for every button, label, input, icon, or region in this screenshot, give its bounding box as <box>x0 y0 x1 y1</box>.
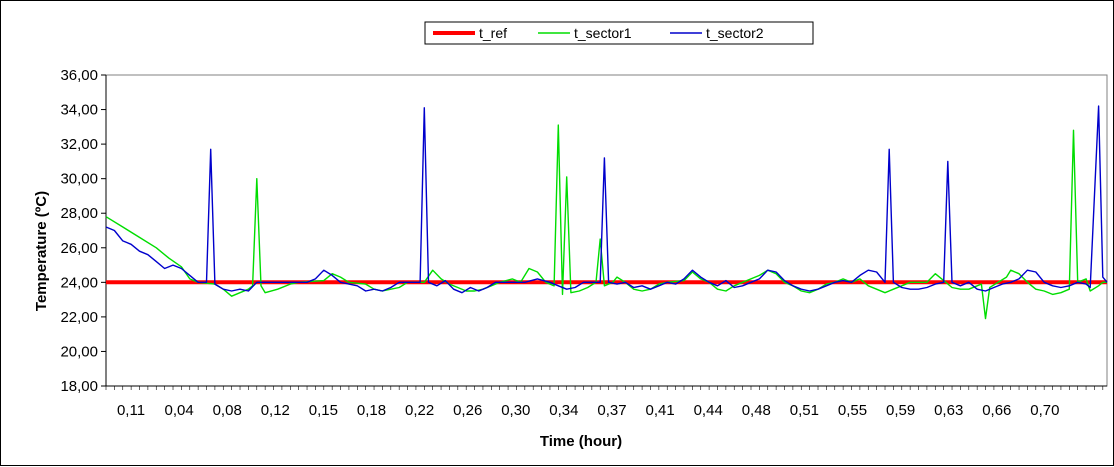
x-tick-label: 0,30 <box>501 402 530 419</box>
x-tick-label: 0,44 <box>694 402 723 419</box>
legend: t_ref t_sector1 t_sector2 <box>424 21 814 45</box>
legend-box <box>424 21 814 45</box>
x-tick-label: 0,41 <box>645 402 674 419</box>
y-tick-label: 20,00 <box>60 343 98 360</box>
x-tick-label: 0,15 <box>309 402 338 419</box>
x-tick-label: 0,26 <box>453 402 482 419</box>
x-tick-label: 0,66 <box>982 402 1011 419</box>
x-tick-label: 0,48 <box>742 402 771 419</box>
x-axis-title: Time (hour) <box>540 433 622 450</box>
y-tick-label: 22,00 <box>60 309 98 326</box>
x-tick-label: 0,59 <box>886 402 915 419</box>
x-tick-label: 0,37 <box>597 402 626 419</box>
x-tick-label: 0,11 <box>117 402 145 419</box>
y-axis-title: Temperature (ºC) <box>33 191 50 311</box>
y-tick-label: 26,00 <box>60 240 98 257</box>
legend-label: t_sector2 <box>706 25 764 41</box>
x-axis-ticks: 0,11 0,04 0,08 0,12 0,15 0,18 0,22 0,26 0,30 0,34… <box>105 385 1107 419</box>
y-tick-label: 24,00 <box>60 274 98 291</box>
x-tick-label: 0,18 <box>357 402 386 419</box>
series-line-t-sector2 <box>105 105 1108 294</box>
x-tick-label: 0,51 <box>790 402 819 419</box>
y-tick-label: 18,00 <box>60 378 98 395</box>
x-tick-label: 0,04 <box>164 402 193 419</box>
x-tick-label: 0,08 <box>213 402 242 419</box>
y-axis-ticks: 18,00 20,00 22,00 24,00 26,00 28,00 30,00 32,00… <box>60 67 107 395</box>
x-tick-label: 0,70 <box>1030 402 1059 419</box>
series-layer <box>105 105 1108 320</box>
x-tick-label: 0,63 <box>934 402 963 419</box>
x-tick-label: 0,34 <box>549 402 578 419</box>
x-tick-label: 0,22 <box>405 402 434 419</box>
y-tick-label: 30,00 <box>60 171 98 188</box>
legend-label: t_ref <box>479 25 507 41</box>
x-tick-label: 0,55 <box>838 402 867 419</box>
y-tick-label: 32,00 <box>60 136 98 153</box>
y-tick-label: 34,00 <box>60 102 98 119</box>
x-tick-label: 0,12 <box>261 402 290 419</box>
y-tick-label: 36,00 <box>60 67 98 84</box>
y-tick-label: 28,00 <box>60 205 98 222</box>
legend-label: t_sector1 <box>574 25 632 41</box>
